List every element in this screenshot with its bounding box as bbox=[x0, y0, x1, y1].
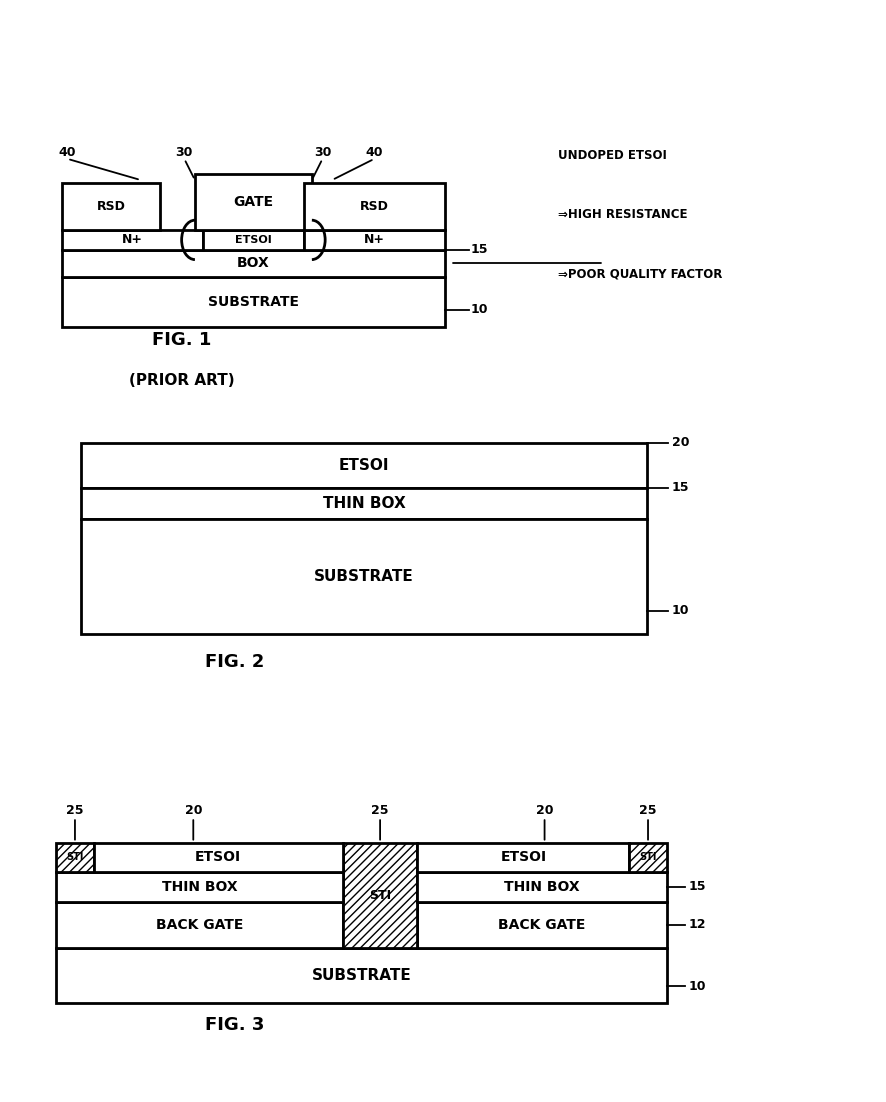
Text: 15: 15 bbox=[672, 482, 689, 495]
Text: ⇒HIGH RESISTANCE: ⇒HIGH RESISTANCE bbox=[558, 208, 688, 222]
Text: RSD: RSD bbox=[97, 201, 126, 213]
FancyBboxPatch shape bbox=[57, 843, 94, 872]
Text: 40: 40 bbox=[58, 145, 76, 159]
FancyBboxPatch shape bbox=[81, 443, 648, 488]
FancyBboxPatch shape bbox=[417, 901, 666, 948]
Text: 25: 25 bbox=[371, 804, 389, 818]
Text: THIN BOX: THIN BOX bbox=[504, 879, 579, 894]
FancyBboxPatch shape bbox=[629, 843, 666, 872]
Text: RSD: RSD bbox=[360, 201, 389, 213]
FancyBboxPatch shape bbox=[81, 488, 648, 519]
Text: THIN BOX: THIN BOX bbox=[323, 496, 406, 511]
Text: 25: 25 bbox=[640, 804, 657, 818]
Text: 10: 10 bbox=[470, 303, 488, 316]
Text: 30: 30 bbox=[314, 145, 331, 159]
FancyBboxPatch shape bbox=[195, 174, 312, 230]
FancyBboxPatch shape bbox=[62, 183, 160, 230]
FancyBboxPatch shape bbox=[57, 872, 343, 901]
Text: 10: 10 bbox=[672, 604, 689, 617]
Text: 20: 20 bbox=[184, 804, 202, 818]
Text: STI: STI bbox=[640, 852, 657, 862]
Text: FIG. 2: FIG. 2 bbox=[205, 652, 265, 671]
Text: 10: 10 bbox=[689, 980, 706, 993]
Text: STI: STI bbox=[369, 888, 391, 901]
Text: BACK GATE: BACK GATE bbox=[156, 918, 244, 931]
Text: ETSOI: ETSOI bbox=[339, 457, 389, 473]
Text: 25: 25 bbox=[66, 804, 83, 818]
Text: UNDOPED ETSOI: UNDOPED ETSOI bbox=[558, 149, 667, 162]
Text: ETSOI: ETSOI bbox=[195, 851, 241, 864]
Text: BACK GATE: BACK GATE bbox=[498, 918, 586, 931]
Text: N+: N+ bbox=[364, 234, 385, 247]
Text: 40: 40 bbox=[366, 145, 383, 159]
Text: 12: 12 bbox=[689, 918, 706, 931]
Text: SUBSTRATE: SUBSTRATE bbox=[208, 295, 299, 309]
FancyBboxPatch shape bbox=[62, 230, 203, 250]
Text: FIG. 3: FIG. 3 bbox=[205, 1016, 265, 1035]
FancyBboxPatch shape bbox=[62, 250, 445, 277]
Text: ETSOI: ETSOI bbox=[501, 851, 547, 864]
FancyBboxPatch shape bbox=[343, 843, 417, 948]
Text: 20: 20 bbox=[536, 804, 554, 818]
FancyBboxPatch shape bbox=[304, 183, 445, 230]
FancyBboxPatch shape bbox=[62, 277, 445, 327]
Text: 30: 30 bbox=[175, 145, 193, 159]
Text: (PRIOR ART): (PRIOR ART) bbox=[128, 372, 235, 388]
FancyBboxPatch shape bbox=[57, 901, 343, 948]
FancyBboxPatch shape bbox=[94, 843, 343, 872]
Text: 15: 15 bbox=[470, 244, 488, 257]
Text: THIN BOX: THIN BOX bbox=[162, 879, 237, 894]
FancyBboxPatch shape bbox=[417, 843, 629, 872]
Text: SUBSTRATE: SUBSTRATE bbox=[312, 968, 411, 983]
FancyBboxPatch shape bbox=[203, 230, 304, 250]
FancyBboxPatch shape bbox=[417, 872, 666, 901]
Text: GATE: GATE bbox=[233, 195, 274, 209]
Text: STI: STI bbox=[66, 852, 83, 862]
Text: BOX: BOX bbox=[237, 257, 269, 270]
FancyBboxPatch shape bbox=[304, 230, 445, 250]
Text: ETSOI: ETSOI bbox=[235, 235, 272, 245]
Text: 20: 20 bbox=[672, 436, 689, 450]
Text: FIG. 1: FIG. 1 bbox=[152, 331, 212, 349]
Text: N+: N+ bbox=[122, 234, 143, 247]
Text: ⇒POOR QUALITY FACTOR: ⇒POOR QUALITY FACTOR bbox=[558, 268, 723, 281]
FancyBboxPatch shape bbox=[81, 519, 648, 634]
Text: SUBSTRATE: SUBSTRATE bbox=[315, 569, 414, 584]
FancyBboxPatch shape bbox=[57, 948, 666, 1003]
Text: 15: 15 bbox=[689, 880, 706, 894]
